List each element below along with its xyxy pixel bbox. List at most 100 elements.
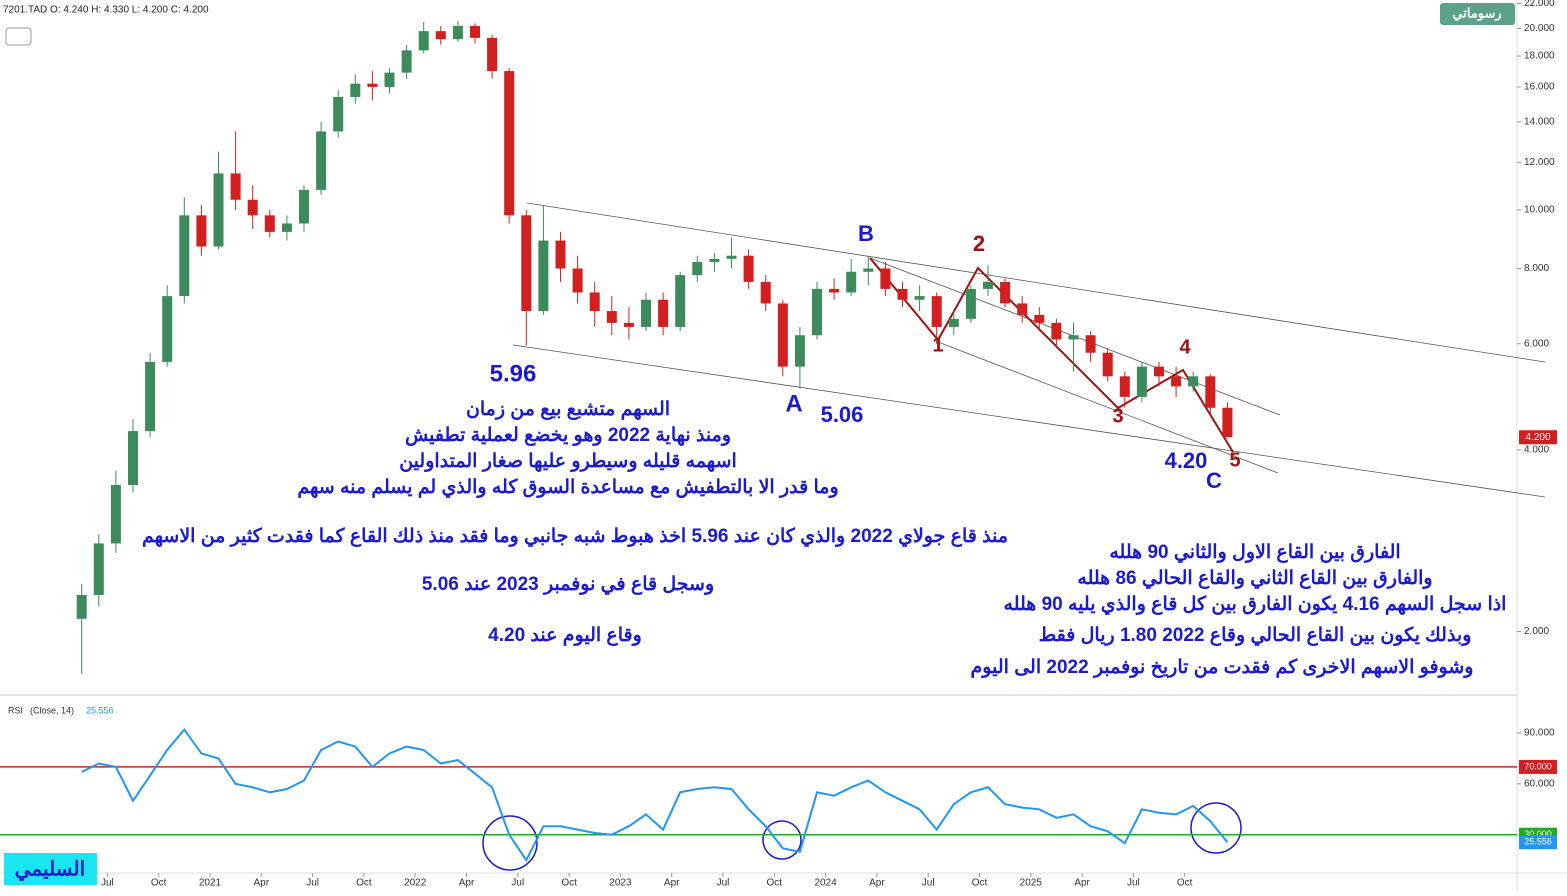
candle-body	[572, 268, 583, 293]
channel-lines	[512, 202, 1546, 498]
rsi-circle	[1190, 802, 1242, 854]
x-tick-label: Oct	[561, 878, 577, 889]
y-tick-label: 16.000	[1524, 82, 1555, 93]
candle-body	[110, 484, 121, 544]
candle-body	[350, 83, 361, 97]
candle-body	[709, 258, 720, 263]
candle-body	[487, 37, 498, 72]
candle-body	[367, 83, 378, 87]
candle-body	[1188, 376, 1199, 387]
candle-body	[179, 215, 190, 297]
annotation: 5	[1229, 449, 1240, 471]
candle-body	[812, 288, 822, 336]
rsi-value-marker	[1519, 835, 1557, 850]
candle-body	[93, 543, 104, 595]
rsi-title: RSI	[8, 705, 23, 715]
candle-body	[1171, 376, 1182, 387]
y-tick-label: 12.000	[1524, 157, 1555, 168]
candle-body	[743, 255, 754, 282]
candle-body	[880, 268, 891, 289]
candle-body	[1205, 376, 1216, 408]
candle-body	[316, 131, 327, 190]
annotation: الفارق بين القاع الاول والثاني 90 هلله	[1109, 542, 1400, 564]
y-tick-label: 8.000	[1524, 263, 1549, 274]
candle-body	[794, 335, 805, 367]
x-tick-label: Jul	[511, 878, 524, 889]
x-tick-label: Apr	[1074, 878, 1090, 889]
level-label: 70.000	[1524, 761, 1552, 771]
candle-body	[1222, 407, 1233, 438]
rsi-value-label: 25.556	[1524, 837, 1552, 847]
candle-body	[264, 215, 275, 232]
x-tick-label: 2021	[199, 878, 222, 889]
x-tick-label: Oct	[151, 878, 167, 889]
x-tick-label: Jul	[101, 878, 114, 889]
annotation: 5.96	[490, 360, 537, 387]
candle-body	[162, 296, 173, 362]
x-tick-label: Jul	[306, 878, 319, 889]
annotation: A	[785, 390, 802, 417]
x-tick-label: 2025	[1020, 878, 1043, 889]
symbol-legend: 7201.TAD O: 4.240 H: 4.330 L: 4.200 C: 4…	[3, 5, 209, 16]
x-tick-label: Apr	[869, 878, 885, 889]
rsi-circle	[762, 820, 802, 860]
candle-body	[914, 296, 925, 300]
candle-body	[777, 303, 788, 367]
candle-body	[931, 296, 942, 327]
candle-body	[897, 288, 908, 300]
candle-body	[470, 25, 480, 38]
candle-body	[435, 31, 446, 40]
candle-body	[1017, 303, 1028, 315]
annotation: 4.20	[1165, 448, 1208, 473]
candle-body	[128, 431, 138, 485]
annotation: وقاع اليوم عند 4.20	[488, 625, 642, 646]
candle-body	[1068, 335, 1079, 340]
annotation: 5.06	[821, 402, 864, 427]
badge-box	[4, 853, 97, 885]
candle-body	[281, 223, 292, 232]
candle-body	[521, 215, 532, 312]
y-tick-label: 60.000	[1524, 779, 1555, 790]
candle-body	[1034, 314, 1045, 323]
rsi-line	[81, 727, 1229, 863]
x-tick-label: Oct	[767, 878, 783, 889]
annotation: وبذلك يكون بين القاع الحالي وقاع 2022 1.…	[1039, 625, 1472, 647]
y-tick-label: 20.000	[1524, 23, 1555, 34]
x-tick-label: Oct	[972, 878, 988, 889]
x-tick-label: Jul	[922, 878, 935, 889]
candle-body	[213, 173, 224, 247]
candle-body	[863, 268, 874, 272]
candle-body	[1136, 366, 1147, 397]
candle-body	[658, 299, 669, 327]
candle-body	[829, 288, 840, 293]
candle-body	[675, 275, 686, 327]
x-tick-label: Apr	[254, 878, 270, 889]
candle-body	[401, 50, 412, 73]
x-tick-label: 2022	[404, 878, 427, 889]
candle-body	[538, 240, 549, 312]
x-tick-label: Jul	[1127, 878, 1140, 889]
candle-body	[692, 262, 703, 276]
annotation: 3	[1112, 405, 1123, 427]
y-tick-label: 22.000	[1524, 0, 1555, 9]
candle-body	[452, 25, 463, 40]
annotation: وما قدر الا بالتطفيش مع مساعدة السوق كله…	[297, 477, 838, 499]
annotation: C	[1206, 468, 1222, 493]
channel-lower	[512, 344, 1546, 498]
y-tick-label: 10.000	[1524, 205, 1555, 216]
candle-body	[145, 361, 156, 432]
rsi-circles	[482, 802, 1242, 871]
annotation: وشوفو الاسهم الاخرى كم فقدت من تاريخ نوف…	[971, 657, 1474, 678]
x-tick-label: Oct	[356, 878, 372, 889]
candle-body	[1119, 376, 1130, 397]
badge: السليمي	[15, 858, 85, 881]
candle-body	[333, 96, 344, 132]
candle-body	[846, 271, 857, 293]
toggle-button[interactable]	[5, 27, 32, 46]
candle-body	[76, 594, 87, 619]
annotation: وسجل قاع في نوفمبر 2023 عند 5.06	[422, 574, 714, 596]
annotation: 2	[973, 231, 985, 256]
price-marker	[1519, 430, 1557, 445]
